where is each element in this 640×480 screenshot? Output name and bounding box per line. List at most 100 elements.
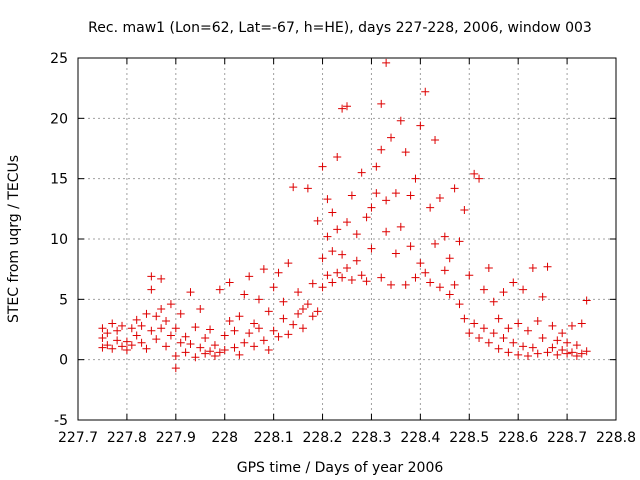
data-point <box>210 352 219 361</box>
data-point <box>108 319 117 328</box>
data-point <box>382 227 391 236</box>
data-point <box>347 276 356 285</box>
data-point <box>137 338 146 347</box>
data-point <box>377 99 386 108</box>
data-point <box>455 237 464 246</box>
data-point <box>558 329 567 338</box>
data-point <box>98 333 107 342</box>
data-point <box>289 320 298 329</box>
data-point <box>230 343 239 352</box>
data-point <box>548 343 557 352</box>
x-tick-label: 228.2 <box>302 430 342 446</box>
data-point <box>484 263 493 272</box>
data-point <box>313 307 322 316</box>
data-point <box>396 222 405 231</box>
data-point <box>230 326 239 335</box>
data-point <box>152 335 161 344</box>
data-point <box>440 232 449 241</box>
data-point <box>98 324 107 333</box>
data-point <box>171 324 180 333</box>
data-point <box>235 350 244 359</box>
data-point <box>504 348 513 357</box>
data-point <box>279 314 288 323</box>
y-tick-label: 0 <box>59 353 68 369</box>
data-point <box>445 254 454 263</box>
data-point <box>196 343 205 352</box>
data-point <box>338 273 347 282</box>
data-point <box>538 333 547 342</box>
chart-title: Rec. maw1 (Lon=62, Lat=-67, h=HE), days … <box>88 20 592 36</box>
data-point <box>435 283 444 292</box>
data-point <box>450 184 459 193</box>
data-point <box>553 350 562 359</box>
data-point <box>431 239 440 248</box>
data-point <box>465 271 474 280</box>
data-point <box>401 280 410 289</box>
data-point <box>558 346 567 355</box>
data-point <box>113 326 122 335</box>
data-point <box>465 329 474 338</box>
data-point <box>215 285 224 294</box>
x-tick-label: 228.5 <box>449 430 489 446</box>
data-point <box>470 319 479 328</box>
data-point <box>259 265 268 274</box>
data-point <box>377 145 386 154</box>
data-point <box>132 331 141 340</box>
data-point <box>303 184 312 193</box>
data-point <box>352 256 361 265</box>
data-point <box>533 317 542 326</box>
data-point <box>318 254 327 263</box>
x-tick-label: 228.1 <box>254 430 294 446</box>
data-point <box>171 352 180 361</box>
data-point <box>147 272 156 281</box>
data-point <box>240 290 249 299</box>
data-point <box>250 342 259 351</box>
data-point <box>108 344 117 353</box>
data-point <box>333 152 342 161</box>
data-point <box>132 315 141 324</box>
data-point <box>206 347 215 356</box>
data-point <box>181 332 190 341</box>
data-point <box>343 102 351 111</box>
data-point <box>567 348 576 357</box>
data-point <box>181 348 190 357</box>
x-tick-label: 228.8 <box>596 430 636 446</box>
data-point <box>411 174 420 183</box>
data-point <box>567 321 576 330</box>
data-point <box>582 296 591 305</box>
data-point <box>245 329 254 338</box>
data-points <box>98 58 591 373</box>
data-point <box>426 278 435 287</box>
data-point <box>460 206 469 215</box>
data-point <box>479 285 488 294</box>
data-point <box>225 278 234 287</box>
data-point <box>523 326 532 335</box>
data-point <box>382 196 391 205</box>
data-point <box>470 169 479 178</box>
axis-ticks: 227.7 227.8 227.9 228 228.1 228.2 228.3 228.4 22… <box>50 51 636 446</box>
data-point <box>328 278 337 287</box>
data-point <box>166 300 175 309</box>
data-point <box>396 116 405 125</box>
data-point <box>475 333 484 342</box>
data-point <box>372 189 381 198</box>
data-point <box>343 263 351 272</box>
data-point <box>191 323 200 332</box>
data-point <box>157 274 166 283</box>
data-point <box>333 225 342 234</box>
data-point <box>577 349 586 358</box>
data-point <box>220 331 229 340</box>
data-point <box>391 249 400 258</box>
data-point <box>401 148 410 157</box>
data-point <box>318 162 327 171</box>
y-tick-label: 15 <box>50 172 68 188</box>
data-point <box>387 133 396 142</box>
data-point <box>509 338 518 347</box>
data-point <box>563 349 572 358</box>
data-point <box>391 189 400 198</box>
data-point <box>162 342 171 351</box>
data-point <box>479 324 488 333</box>
data-point <box>387 280 396 289</box>
data-point <box>103 341 112 350</box>
